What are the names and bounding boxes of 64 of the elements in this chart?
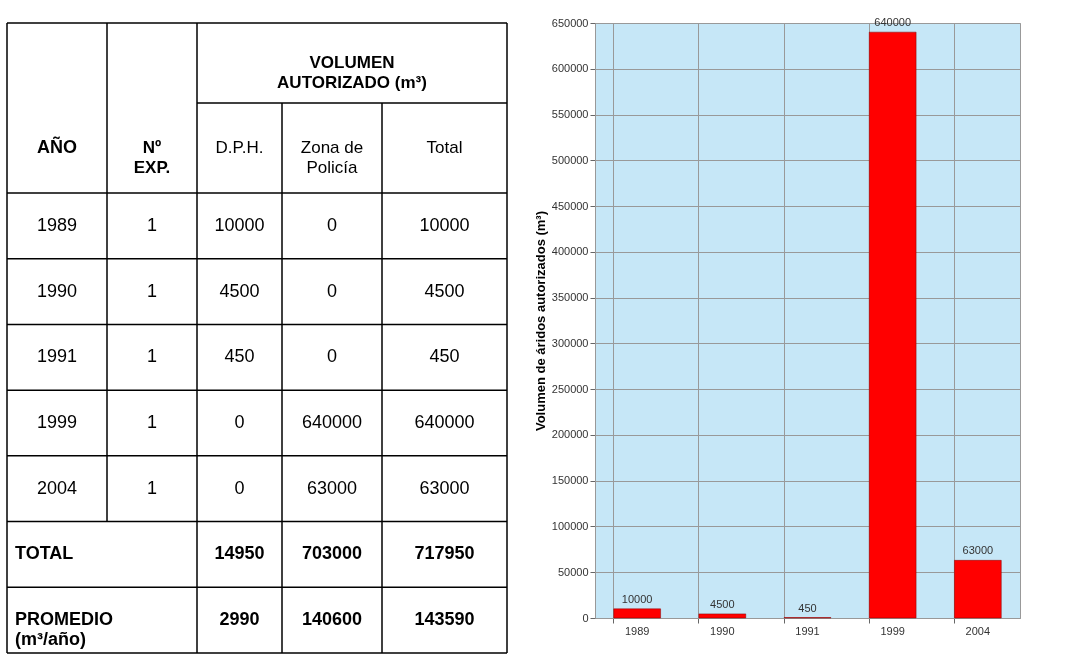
data-label: 0 <box>234 477 245 498</box>
data-label: 450 <box>224 346 255 367</box>
data-label: 450 <box>798 601 817 614</box>
x-tick-label: 1990 <box>710 624 735 637</box>
data-label: 1 <box>146 214 158 235</box>
y-tick-label: 200000 <box>551 428 589 441</box>
data-label: 10000 <box>621 592 653 605</box>
x-tick-label: 1989 <box>624 624 650 637</box>
data-label: 703000 <box>301 543 363 564</box>
data-label: 63000 <box>306 477 358 498</box>
x-tick-label: Zona de Policía <box>300 138 364 177</box>
x-tick-label: Nº EXP. <box>133 138 171 177</box>
data-label: 63000 <box>962 544 994 557</box>
x-tick-label: 1991 <box>795 624 820 637</box>
y-tick-label: 1989 <box>36 214 78 235</box>
data-label: 4500 <box>219 280 260 301</box>
y-tick-label: 400000 <box>551 245 589 258</box>
data-label: 0 <box>326 214 338 235</box>
y-tick-label: 1991 <box>36 346 78 367</box>
data-label: 0 <box>234 412 245 432</box>
y-tick-label: PROMEDIO (m³/año) <box>15 609 114 650</box>
data-label: 1 <box>146 412 158 432</box>
data-label: 1 <box>146 346 158 367</box>
y-axis-title: AÑO <box>37 136 77 157</box>
data-label: 450 <box>429 346 460 367</box>
y-tick-label: 350000 <box>551 291 589 304</box>
y-axis-title: Volumen de áridos autorizados (m³) <box>532 210 548 432</box>
x-tick-label: 2004 <box>965 624 991 637</box>
x-tick-label: Total <box>426 138 463 157</box>
x-tick-label: D.P.H. <box>215 138 264 157</box>
y-tick-label: TOTAL <box>15 543 74 564</box>
y-tick-label: 0 <box>582 611 589 624</box>
y-tick-label: 1999 <box>36 412 78 432</box>
data-label: 10000 <box>214 214 265 235</box>
data-label: 640000 <box>874 16 912 29</box>
data-label: 63000 <box>419 477 470 498</box>
data-label: 640000 <box>414 412 475 432</box>
data-label: 14950 <box>214 543 265 564</box>
data-label: 140600 <box>301 609 363 630</box>
y-tick-label: 650000 <box>551 16 589 29</box>
y-tick-label: 300000 <box>551 336 589 349</box>
data-label: 10000 <box>419 214 470 235</box>
data-label: 2990 <box>219 609 260 630</box>
y-tick-label: 150000 <box>551 474 589 487</box>
y-tick-label: 250000 <box>551 382 589 395</box>
data-label: 0 <box>326 280 338 301</box>
x-axis-title: VOLUMEN AUTORIZADO (m³) <box>277 53 427 92</box>
data-label: 717950 <box>414 543 475 564</box>
y-tick-label: 450000 <box>551 199 589 212</box>
y-tick-label: 550000 <box>551 108 589 121</box>
data-label: 4500 <box>710 597 735 610</box>
y-tick-label: 1990 <box>36 280 78 301</box>
y-tick-label: 50000 <box>557 565 589 578</box>
y-tick-label: 2004 <box>36 477 78 498</box>
y-tick-label: 600000 <box>551 62 589 75</box>
data-label: 4500 <box>424 280 465 301</box>
data-label: 1 <box>146 477 158 498</box>
data-label: 0 <box>326 346 338 367</box>
data-label: 640000 <box>301 412 363 432</box>
y-tick-label: 500000 <box>551 153 589 166</box>
data-label: 1 <box>146 280 158 301</box>
data-label: 143590 <box>414 609 475 630</box>
x-tick-label: 1999 <box>880 624 905 637</box>
y-tick-label: 100000 <box>551 519 589 532</box>
